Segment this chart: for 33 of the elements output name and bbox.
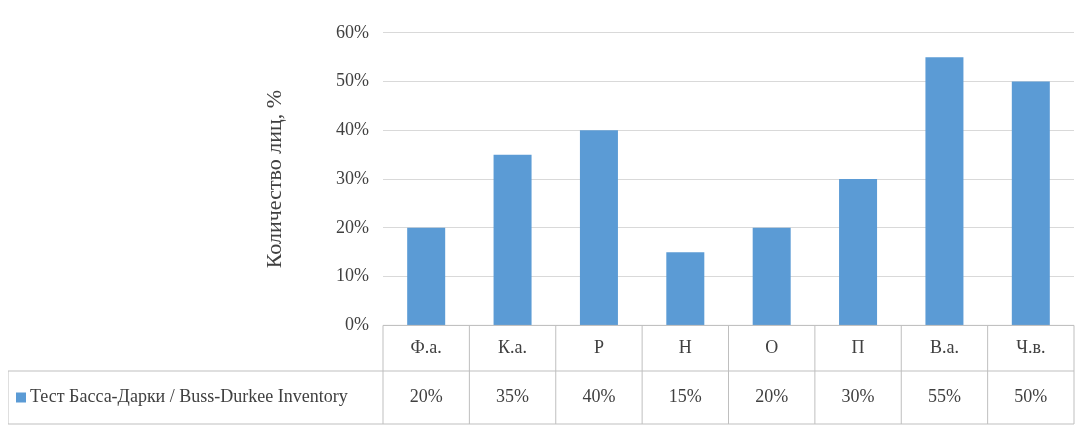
data-label: 40% — [582, 386, 616, 407]
y-tick-label: 0% — [345, 314, 369, 335]
bar — [407, 227, 446, 325]
bar — [1011, 81, 1050, 325]
bar — [579, 130, 618, 325]
data-label: 15% — [668, 386, 702, 407]
y-tick-label: 40% — [336, 119, 369, 140]
bar — [752, 227, 791, 325]
data-label: 20% — [755, 386, 789, 407]
bar — [925, 57, 964, 325]
x-tick-label: В.а. — [929, 336, 959, 357]
data-label: 20% — [409, 386, 443, 407]
data-label: 50% — [1014, 386, 1048, 407]
x-tick-label: Ч.в. — [1016, 336, 1046, 357]
y-axis-title: Количество лиц, % — [260, 89, 286, 269]
x-tick-label: Ф.а. — [410, 336, 442, 357]
data-label: 35% — [496, 386, 530, 407]
x-tick-label: Р — [593, 336, 604, 357]
bar — [666, 252, 705, 325]
bar — [839, 179, 878, 325]
legend-label: Тест Басса-Дарки / Buss-Durkee Inventory — [30, 386, 348, 407]
bar — [493, 154, 532, 325]
y-tick-label: 10% — [336, 265, 369, 286]
x-tick-label: О — [765, 336, 779, 357]
y-tick-label: 20% — [336, 216, 369, 237]
data-label: 30% — [841, 386, 875, 407]
data-label: 55% — [927, 386, 961, 407]
y-tick-label: 50% — [336, 70, 369, 91]
x-tick-label: Н — [678, 336, 692, 357]
x-tick-label: К.а. — [498, 336, 528, 357]
y-tick-label: 30% — [336, 167, 369, 188]
x-tick-label: П — [851, 336, 865, 357]
y-tick-label: 60% — [336, 21, 369, 42]
